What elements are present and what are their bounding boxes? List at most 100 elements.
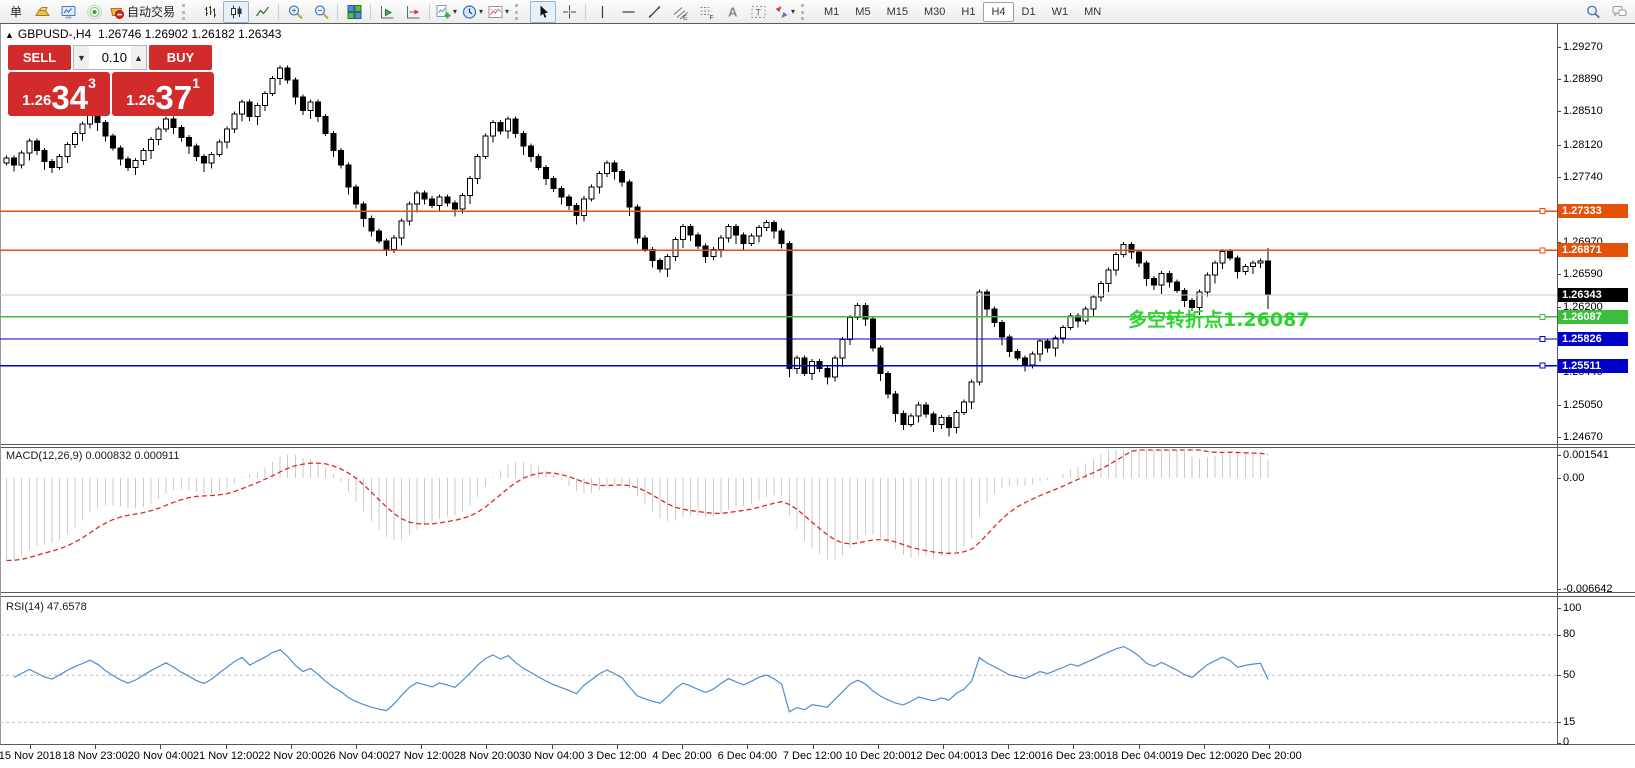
timeframe-M5[interactable]: M5 [855,5,871,18]
time-tick-mark [551,745,553,749]
horizontal-line-button[interactable] [615,1,641,23]
rsi-panel-top-border[interactable] [0,596,1635,597]
candle-body [246,101,253,118]
candle-body [451,202,458,210]
line-handle[interactable] [1539,335,1546,342]
candle-body [1067,315,1074,329]
candle-body [185,137,192,147]
template-button[interactable]: ▾ [485,1,511,23]
timeframe-M15[interactable]: M15 [886,5,908,18]
gold-bar-button[interactable] [29,1,55,23]
candle-body [1143,262,1150,279]
timeframe-W1[interactable]: W1 [1051,5,1069,18]
volume-increase-button[interactable]: ▲ [131,46,146,69]
trendline-button[interactable] [641,1,667,23]
chat-button[interactable] [1606,1,1632,23]
periods-button[interactable]: ▾ [459,1,485,23]
time-tick-mark [1268,745,1270,749]
dropdown-caret-icon[interactable]: ▾ [453,7,458,16]
candle-body [345,164,352,188]
auto-scroll-button[interactable] [374,1,400,23]
candle-body [1029,353,1036,366]
time-tick-label: 26 Nov 04:00 [323,750,389,762]
candle-body [1211,262,1218,276]
text-label-button[interactable]: T [745,1,771,23]
candlestick-chart-button[interactable] [223,0,250,23]
zoom-out-button[interactable] [308,1,334,23]
candle-body [216,141,223,156]
time-tick-mark [160,745,162,749]
dropdown-caret-icon[interactable]: ▾ [505,7,510,16]
line-chart-button[interactable] [249,1,275,23]
collapse-triangle-icon[interactable]: ▲ [5,30,14,40]
price-tick-label: 1.28510 [1563,105,1603,118]
arrows-button[interactable]: ▾ [771,1,797,23]
cursor-button[interactable] [530,0,557,23]
candle-body [163,118,170,130]
candle-body [710,249,717,257]
candle-body [1265,260,1272,296]
buy-price-sup: 1 [192,75,200,91]
macd-panel-top-border[interactable] [0,447,1635,448]
sell-price-button[interactable]: 1.26 34 3 [8,72,110,116]
price-tick-mark [1557,176,1561,178]
dropdown-caret-icon[interactable]: ▾ [479,7,484,16]
text-button[interactable]: A [719,1,745,23]
buy-button[interactable]: BUY [149,45,212,70]
line-handle[interactable] [1539,208,1546,215]
search-button[interactable] [1580,1,1606,23]
autotrade-button[interactable]: 自动交易 [107,1,178,23]
new-order-button[interactable]: 单 [3,1,29,23]
terminal-button[interactable] [55,1,81,23]
signal-button[interactable] [81,1,107,23]
svg-text:T: T [755,7,761,17]
dropdown-caret-icon[interactable]: ▾ [791,7,796,16]
price-tag-1.25511: 1.25511 [1558,358,1628,373]
equidistant-channel-button[interactable]: E [667,1,693,23]
candle-body [193,145,200,157]
timeframe-M1[interactable]: M1 [824,5,840,18]
volume-decrease-button[interactable]: ▼ [74,46,89,69]
vertical-line-button[interactable] [589,1,615,23]
candle-body [489,121,496,137]
time-tick-label: 12 Dec 04:00 [910,750,976,762]
line-handle[interactable] [1539,313,1546,320]
crosshair-button[interactable] [556,1,582,23]
candle-body [292,79,299,98]
candle-body [1204,274,1211,293]
timeframe-M30[interactable]: M30 [923,5,946,18]
candle-body [1090,296,1097,310]
fibonacci-button[interactable]: F [693,1,719,23]
zoom-in-button[interactable] [282,1,308,23]
tile-windows-button[interactable] [341,1,367,23]
macd-indicator-chart[interactable] [0,448,1557,592]
line-handle[interactable] [1539,362,1546,369]
svg-text:E: E [683,14,688,20]
sell-price-small: 1.26 [22,92,52,109]
timeframe-H1[interactable]: H1 [961,5,976,18]
candle-body [223,128,230,143]
rsi-scale-label: 100 [1563,601,1582,614]
price-tick-mark [1557,47,1561,48]
macd-scale-label: 0.001541 [1563,449,1609,461]
price-chart[interactable] [0,24,1557,444]
candle-body [1128,244,1135,253]
bar-chart-button[interactable] [197,1,223,23]
volume-input[interactable]: 0.10 [101,50,127,65]
price-tick-label: 1.25050 [1563,398,1603,411]
price-tag-1.25826: 1.25826 [1558,331,1628,346]
rsi-indicator-chart[interactable] [0,597,1557,744]
timeframe-H4[interactable]: H4 [983,1,1014,22]
chart-shift-button[interactable] [400,1,426,23]
line-handle[interactable] [1539,247,1546,254]
buy-price-button[interactable]: 1.26 37 1 [112,72,214,116]
rsi-tick-mark [1557,675,1561,677]
timeframe-MN[interactable]: MN [1084,5,1102,18]
timeframe-D1[interactable]: D1 [1021,5,1036,18]
candle-body [1006,336,1013,352]
new-chart-button[interactable]: ▾ [433,1,459,23]
tile-windows-icon [347,4,362,19]
candle-body [1234,257,1241,273]
sell-button[interactable]: SELL [8,45,71,70]
candle-body [277,67,284,79]
